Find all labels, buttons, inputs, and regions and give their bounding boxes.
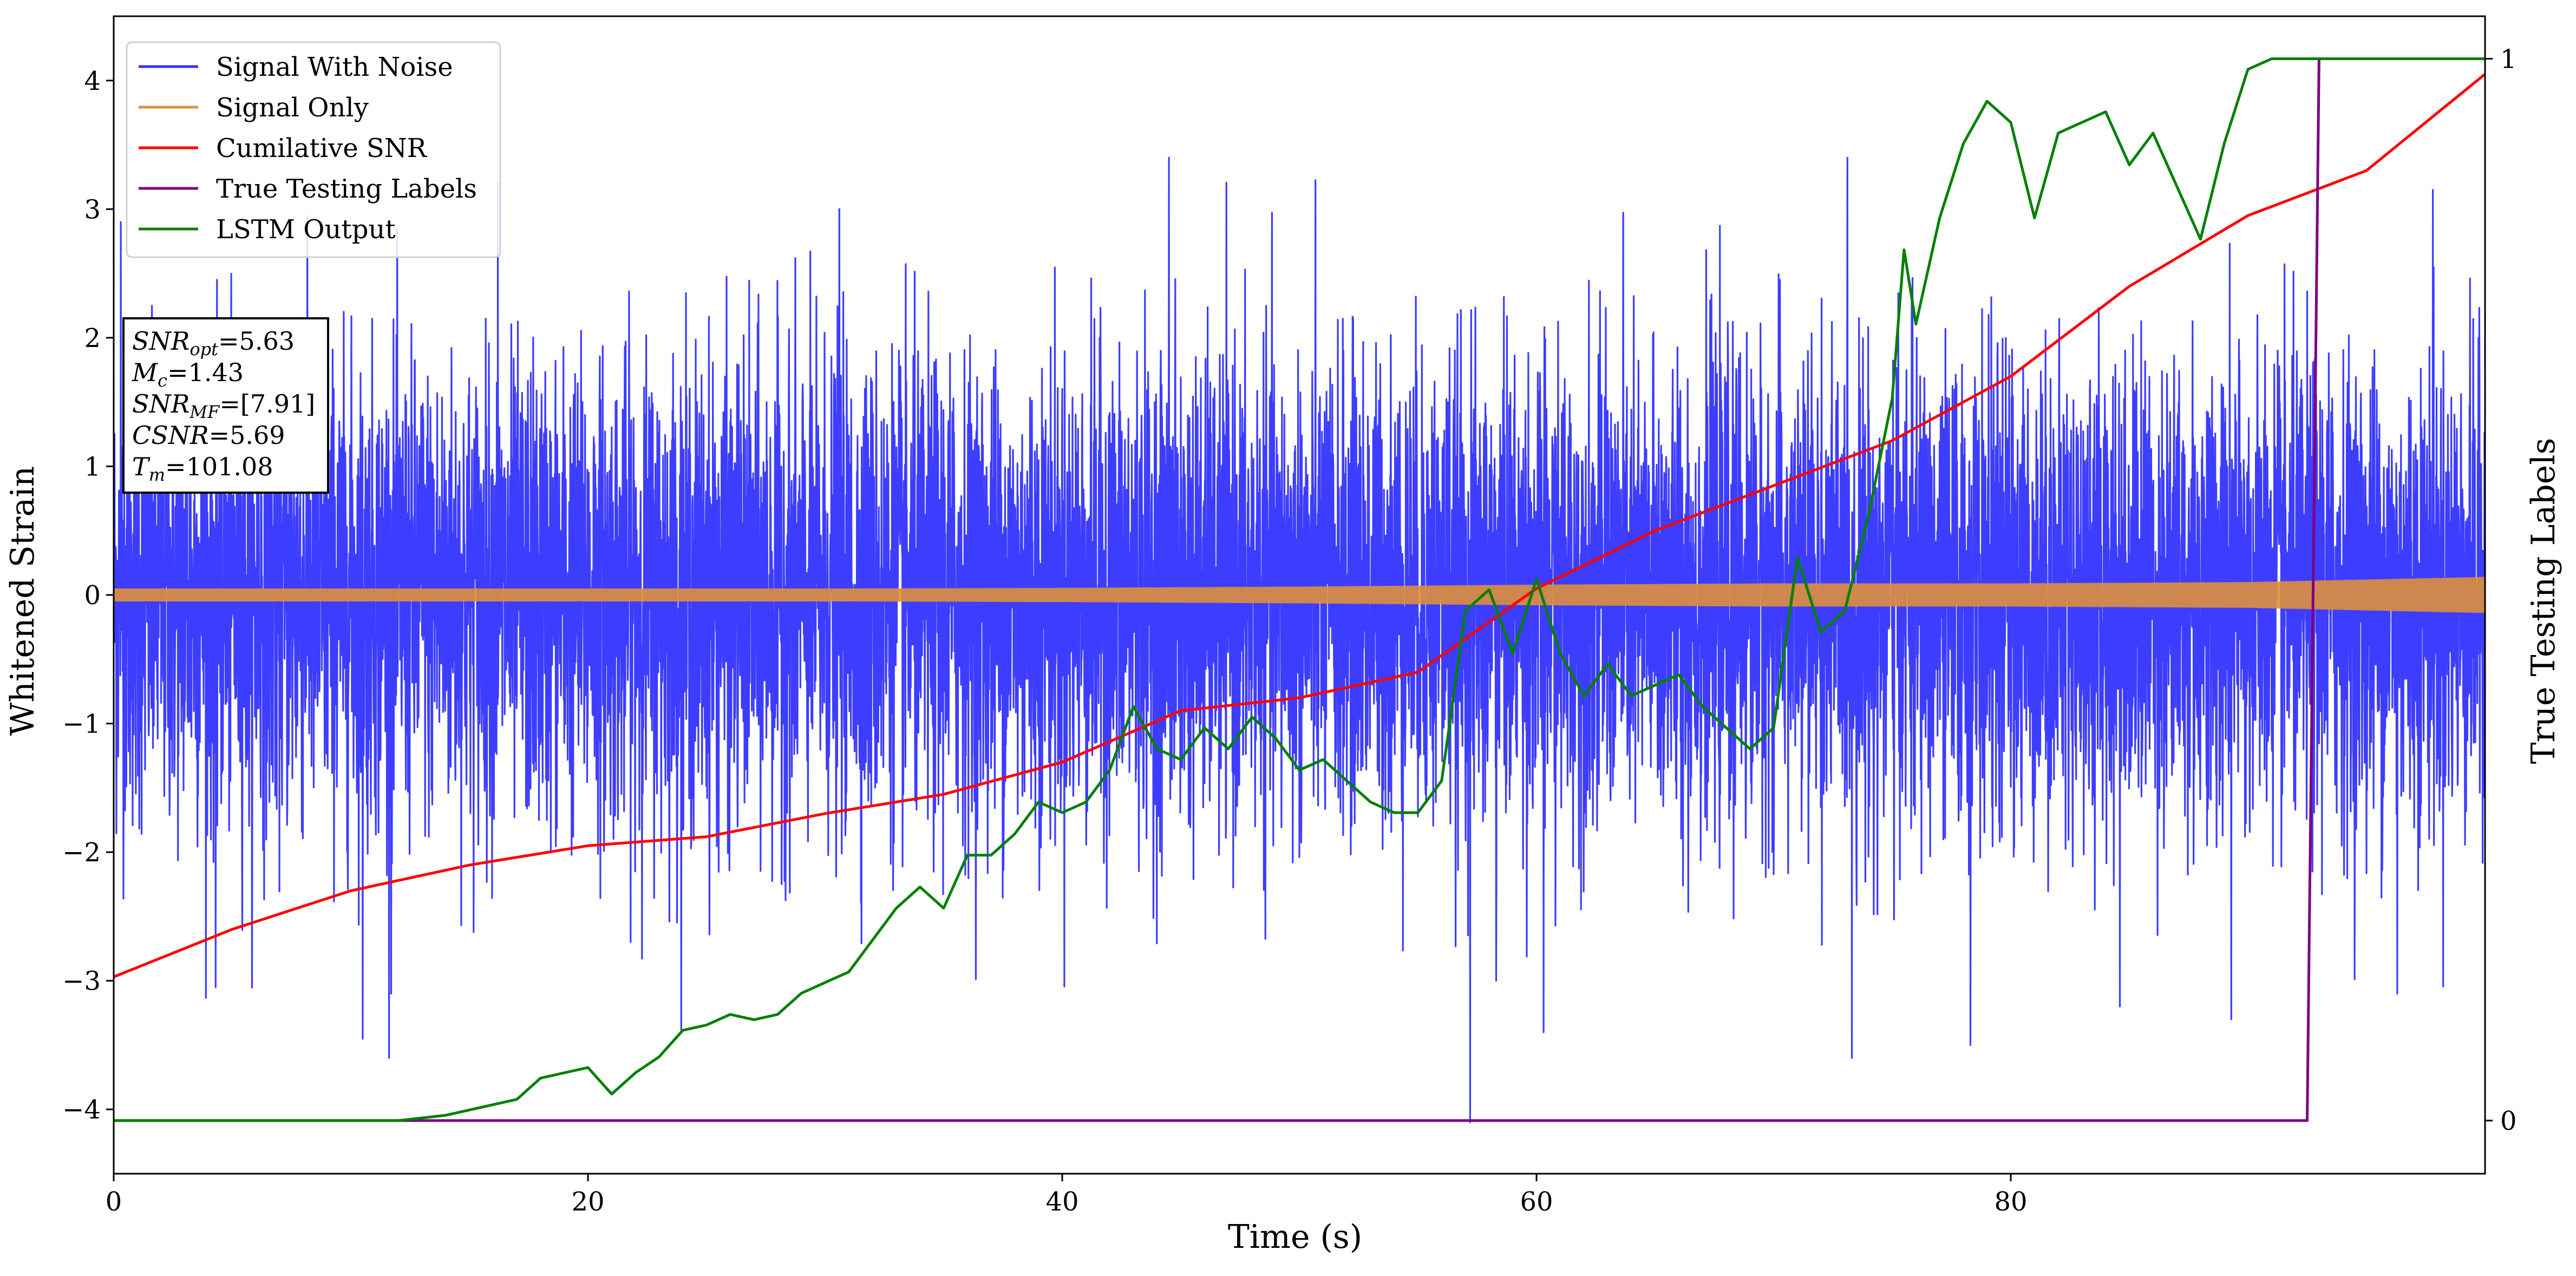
annotation-line: SNRMF=[7.91] <box>132 389 315 422</box>
annotation-subscript: m <box>149 464 165 485</box>
annotation-box: SNRopt=5.63Mc=1.43SNRMF=[7.91]CSNR=5.69T… <box>122 317 329 494</box>
series-cumilative-snr <box>113 73 2486 978</box>
legend-label: Signal With Noise <box>216 52 453 82</box>
y-tick-label: −4 <box>62 1095 101 1125</box>
legend-box <box>126 41 501 258</box>
plot-area <box>113 57 2486 1123</box>
annotation-subscript: c <box>158 370 167 391</box>
annotation-value: =[7.91] <box>219 389 315 418</box>
y2-tick-label: 0 <box>2500 1106 2517 1136</box>
series-lstm-output <box>114 57 2485 1122</box>
annotation-line: CSNR=5.69 <box>132 421 285 450</box>
annotation-subscript: opt <box>189 339 218 359</box>
legend: Signal With Noise Signal Only Cumilative S… <box>126 41 501 258</box>
x-tick-label: 60 <box>1520 1187 1553 1217</box>
x-tick-label: 80 <box>1994 1187 2027 1217</box>
annotation-value: =1.43 <box>167 358 244 387</box>
x-axis-label: Time (s) <box>1228 1218 1362 1256</box>
annotation-line: SNRopt=5.63 <box>132 326 295 359</box>
annotation-subscript: MF <box>189 402 220 422</box>
series-signal-with-noise <box>113 156 2486 1123</box>
annotation-value: =5.63 <box>218 326 295 356</box>
y-tick-label: 1 <box>84 451 101 482</box>
annotation-value: =5.69 <box>209 421 285 450</box>
annotation-symbol: CSNR <box>132 421 209 450</box>
legend-label: True Testing Labels <box>216 174 477 204</box>
annotation-symbol: SNR <box>132 326 189 356</box>
annotation-frame <box>122 317 329 494</box>
legend-label: LSTM Output <box>216 214 396 245</box>
x-tick-label: 0 <box>106 1187 122 1217</box>
y-axis-label: Whitened Strain <box>4 466 42 736</box>
legend-label: Signal Only <box>216 93 369 123</box>
y-tick-label: −3 <box>62 966 101 997</box>
y-tick-label: −1 <box>62 709 101 740</box>
y-tick-label: 2 <box>84 323 101 354</box>
y-tick-label: 0 <box>84 580 101 611</box>
y2-tick-label: 1 <box>2500 44 2517 74</box>
y-tick-label: 4 <box>84 66 101 96</box>
x-tick-label: 40 <box>1045 1187 1078 1217</box>
y2-axis-label: True Testing Labels <box>2525 438 2562 764</box>
annotation-value: =101.08 <box>165 452 273 481</box>
series-signal-only <box>113 577 2486 613</box>
y-tick-label: −2 <box>62 837 101 868</box>
annotation-line: Tm=101.08 <box>132 452 273 485</box>
annotation-symbol: M <box>132 358 159 387</box>
x-tick-label: 20 <box>571 1187 604 1217</box>
annotation-symbol: SNR <box>132 389 189 418</box>
annotation-line: Mc=1.43 <box>132 358 244 391</box>
y-tick-label: 3 <box>84 194 101 225</box>
annotation-symbol: T <box>132 452 151 481</box>
legend-label: Cumilative SNR <box>216 133 428 163</box>
